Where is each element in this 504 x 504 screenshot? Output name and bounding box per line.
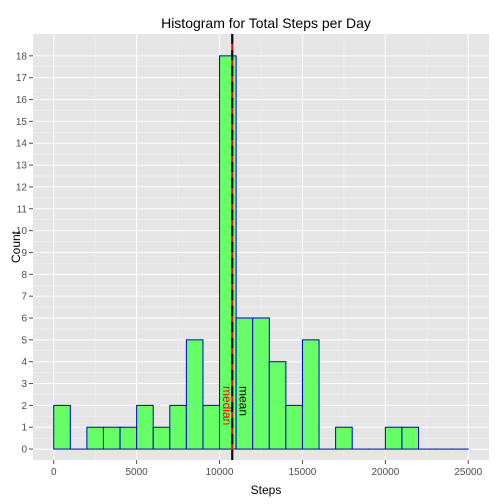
x-tick-label: 5000 [126, 467, 149, 478]
x-axis-ticks: 0 5000 10000 15000 20000 25000 [51, 460, 483, 478]
y-tick-label: 1 [21, 423, 27, 434]
y-tick-label: 14 [16, 139, 28, 150]
median-label: median [220, 386, 234, 425]
histogram-bar [235, 317, 254, 450]
histogram-bar [86, 426, 104, 450]
y-tick-label: 9 [21, 248, 27, 259]
histogram-bar [384, 426, 403, 450]
x-axis-title: Steps [251, 483, 282, 497]
y-tick-label: 0 [21, 445, 27, 456]
chart-title: Histogram for Total Steps per Day [161, 15, 371, 31]
histogram-bar [53, 404, 71, 450]
y-tick-label: 4 [21, 357, 27, 368]
mean-label: mean [236, 386, 250, 416]
y-tick-label: 6 [21, 314, 27, 325]
y-tick-label: 17 [16, 73, 28, 84]
y-tick-label: 7 [21, 292, 27, 303]
x-tick-label: 0 [51, 467, 57, 478]
histogram-bar [252, 317, 270, 450]
x-tick-label: 25000 [454, 467, 482, 478]
y-tick-label: 10 [16, 226, 28, 237]
reference-lines: median mean [220, 34, 250, 460]
histogram-bar [152, 426, 171, 450]
y-tick-label: 5 [21, 335, 27, 346]
y-tick-label: 8 [21, 270, 27, 281]
x-tick-label: 20000 [371, 467, 399, 478]
y-tick-label: 13 [16, 161, 28, 172]
histogram-bar [136, 404, 154, 450]
histogram-bar [119, 426, 138, 450]
histogram-bar [335, 426, 353, 450]
y-axis-title: Count [9, 230, 23, 263]
y-tick-label: 2 [21, 401, 27, 412]
y-tick-label: 16 [16, 95, 28, 106]
histogram-bar [401, 426, 420, 450]
y-tick-label: 18 [16, 51, 28, 62]
x-tick-label: 10000 [206, 467, 234, 478]
y-tick-label: 11 [17, 204, 28, 215]
histogram-bar [268, 361, 287, 450]
histogram-bar [285, 404, 303, 450]
histogram-bar [301, 339, 320, 450]
x-tick-label: 15000 [289, 467, 317, 478]
histogram-bar [185, 339, 204, 450]
histogram-bar [202, 404, 221, 450]
histogram-bar [169, 404, 187, 450]
histogram-bar [102, 426, 121, 450]
y-tick-label: 15 [16, 117, 28, 128]
y-tick-label: 3 [21, 379, 27, 390]
y-tick-label: 12 [16, 182, 28, 193]
